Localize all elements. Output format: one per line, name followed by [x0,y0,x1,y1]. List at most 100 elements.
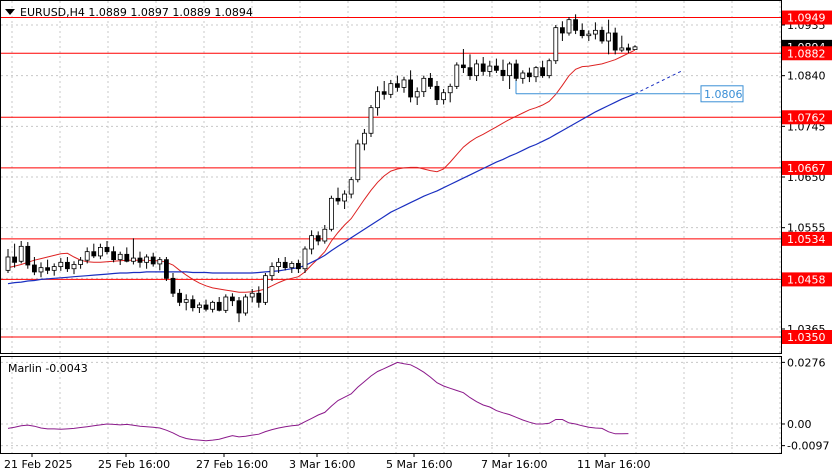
level-label: 1.0762 [787,111,826,124]
marlin-line [7,361,629,442]
candle-body [593,29,598,35]
candle-body [309,235,315,250]
red-ma-line [7,49,636,293]
candle [593,22,598,40]
candle [533,66,539,83]
candle-body [216,301,222,311]
candle-body [223,296,229,311]
candle [553,25,559,64]
candle-body [500,69,506,77]
candle-body [441,92,447,101]
candle [540,60,545,78]
candle-body [25,245,31,266]
candle-body [183,299,189,303]
candle-body [348,179,354,195]
candle-body [243,296,249,314]
candle [348,177,354,199]
candle-body [401,79,407,88]
candle-body [427,77,433,87]
candle [229,293,235,307]
time-axis: 21 Feb 2025 25 Feb 16:00 27 Feb 16:00 3 Mar… [4,453,650,471]
candle [507,61,513,89]
candle-body [38,267,44,273]
candle [137,251,143,268]
candle [111,246,116,263]
candles [5,14,638,323]
candle-body [540,67,545,77]
candle [78,257,83,269]
candle [144,254,150,269]
candle [163,257,169,281]
candle-body [507,63,513,77]
candle [388,79,394,99]
candle-body [137,257,143,263]
candle-body [394,83,400,88]
red-moving-average [7,49,636,293]
candle [170,273,176,297]
marlin-oscillator-line [7,361,629,442]
grid [1,1,781,353]
candle [276,258,282,273]
candle-body [553,27,559,62]
candle-body [335,197,341,202]
candle-body [560,27,565,34]
candle [441,89,447,105]
candle-body [414,91,420,98]
candle-body [190,299,196,309]
level-label: 1.0667 [787,162,826,175]
candle [434,81,440,105]
target-label: 1.0806 [704,88,743,101]
candle [58,258,64,271]
candle-body [170,277,176,294]
candle-body [163,259,169,279]
level-label: 1.0534 [787,233,826,246]
candle-body [612,32,618,51]
candle [573,14,578,35]
candle-body [368,107,374,134]
candle-body [58,261,64,268]
candle [328,195,334,232]
candle-body [381,91,387,95]
candle-body [203,304,209,310]
y-tick-label: 0.0276 [787,356,826,369]
candle-body [289,262,295,269]
candle [460,49,466,73]
candle [150,252,156,267]
x-tick-label: 11 Mar 16:00 [577,458,650,471]
candle-body [229,296,235,302]
candle-body [586,33,592,37]
candle [38,262,44,278]
oscillator-label: Marlin -0.0043 [8,362,88,375]
candle [546,58,552,79]
candle-body [599,29,605,42]
candle [65,257,70,272]
candle [130,238,136,265]
candle-body [71,264,77,270]
candle-body [196,304,202,309]
candle [520,70,526,84]
y-tick-label: 1.0555 [787,222,826,235]
candle [632,45,638,50]
x-tick-label: 21 Feb 2025 [4,458,72,471]
candle-body [210,301,216,310]
candle-body [117,253,123,261]
candle-body [579,29,585,37]
candle-body [282,261,288,269]
candle [493,58,499,73]
level-badge [782,330,832,344]
candle [216,297,222,312]
candle-body [487,65,493,72]
level-badge [782,46,832,61]
blue-ma-line [7,93,636,285]
candle [262,273,268,305]
candle [269,262,275,281]
candle [190,295,196,312]
candle-body [78,259,83,265]
candle-body [626,47,631,51]
candle-body [421,77,427,93]
candle [394,75,400,92]
y-tick-label: 1.0840 [787,70,826,83]
y-tick-label: -0.0097 [787,440,829,453]
dropdown-triangle-icon[interactable] [5,9,15,15]
level-badge [782,272,832,287]
